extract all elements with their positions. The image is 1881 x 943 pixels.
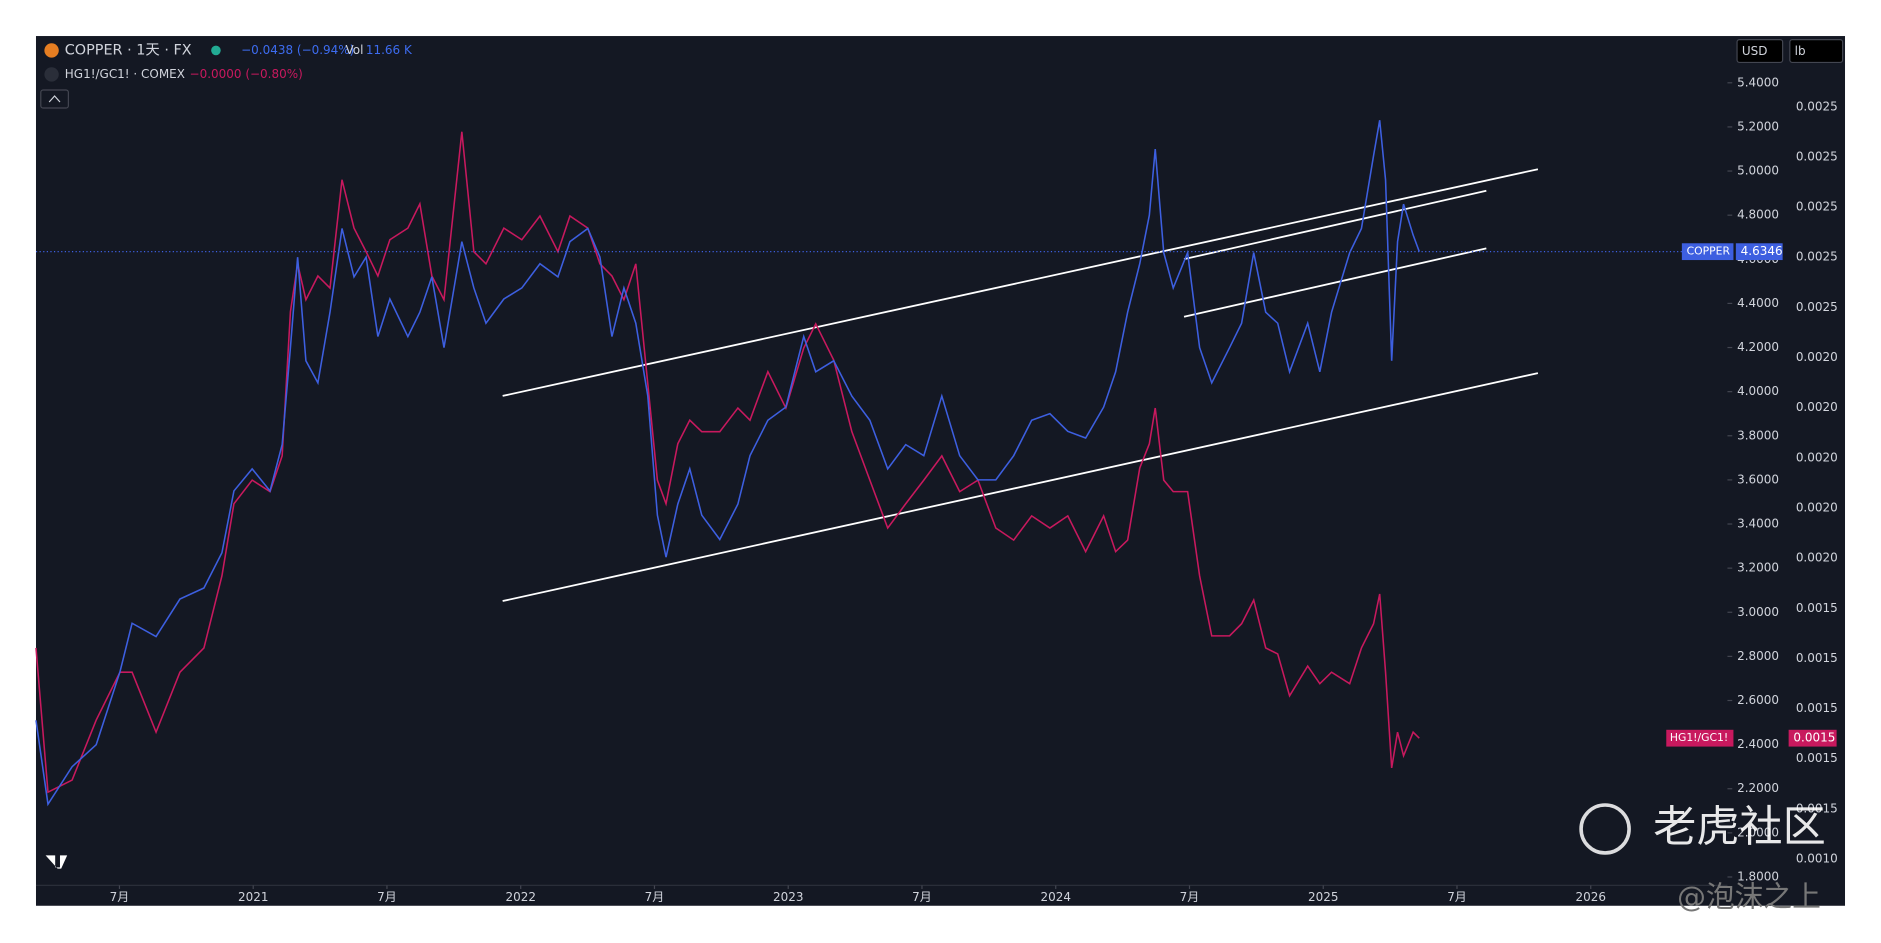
currency: USD	[1742, 44, 1768, 58]
y2-tick-label: 0.0025	[1796, 149, 1838, 163]
last-label2-bg	[1666, 729, 1734, 747]
series-line	[35, 120, 1420, 807]
y-tick-label: 2.2000	[1737, 781, 1779, 795]
y-tick-label: 2.4000	[1737, 737, 1779, 751]
last-price-bg	[1735, 243, 1783, 261]
last-label2: HG1!/GC1!	[1670, 731, 1728, 744]
symbol2-icon	[44, 67, 59, 82]
x-tick-label: 2022	[505, 890, 536, 904]
y2-tick-label: 0.0025	[1796, 250, 1838, 264]
y-tick-label: 4.8000	[1737, 208, 1779, 222]
y2-tick-label: 0.0020	[1796, 500, 1838, 514]
trend-line	[1183, 247, 1487, 318]
y2-tick-label: 0.0010	[1796, 851, 1838, 865]
y2-tick-label: 0.0015	[1796, 651, 1838, 665]
x-tick-label: 7月	[1447, 890, 1467, 904]
y-tick-label: 5.0000	[1737, 164, 1779, 178]
chart-bg	[35, 36, 1846, 906]
vol-label: Vol	[345, 43, 363, 57]
y2-tick-label: 0.0015	[1796, 701, 1838, 715]
tv-logo	[45, 855, 68, 869]
y-tick-label: 3.2000	[1737, 561, 1779, 575]
change: −0.0438 (−0.94%)	[241, 43, 354, 57]
x-tick-label: 7月	[645, 890, 665, 904]
y-tick-label: 4.0000	[1737, 384, 1779, 398]
y-tick-label: 4.2000	[1737, 340, 1779, 354]
author: @泡沫之上	[1677, 880, 1821, 914]
collapse-button[interactable]	[40, 89, 69, 109]
x-tick-label: 7月	[110, 890, 130, 904]
last-label-bg	[1681, 243, 1734, 261]
y-tick-label: 3.6000	[1737, 472, 1779, 486]
currency-button[interactable]	[1736, 39, 1784, 64]
y2-tick-label: 0.0020	[1796, 400, 1838, 414]
y-tick-label: 2.8000	[1737, 649, 1779, 663]
series-line	[35, 131, 1420, 794]
x-tick-label: 2026	[1576, 890, 1607, 904]
y-tick-label: 3.8000	[1737, 428, 1779, 442]
y2-tick-label: 0.0015	[1796, 751, 1838, 765]
x-tick-label: 2023	[773, 890, 804, 904]
y-tick-label: 2.0000	[1737, 825, 1779, 839]
last-price: 4.6346	[1741, 244, 1783, 258]
x-tick-label: 2024	[1040, 890, 1071, 904]
y2-tick-label: 0.0025	[1796, 300, 1838, 314]
y-tick-label: 5.4000	[1737, 75, 1779, 89]
y-tick-label: 3.0000	[1737, 605, 1779, 619]
last-price2: 0.0015	[1793, 731, 1835, 745]
symbol2: HG1!/GC1! · COMEX	[65, 67, 185, 81]
y2-tick-label: 0.0015	[1796, 601, 1838, 615]
symbol: COPPER · 1天 · FX	[65, 42, 192, 58]
watermark: 老虎社区	[1653, 803, 1826, 853]
x-tick-label: 7月	[377, 890, 397, 904]
watermark-logo	[1579, 803, 1631, 855]
y-tick-label: 1.8000	[1737, 869, 1779, 883]
symbol-icon	[44, 43, 59, 58]
y2-tick-label: 0.0020	[1796, 450, 1838, 464]
unit: lb	[1795, 44, 1806, 58]
y-tick-label: 5.2000	[1737, 119, 1779, 133]
y-tick-label: 2.6000	[1737, 693, 1779, 707]
last-label: COPPER	[1687, 245, 1731, 258]
y2-tick-label: 0.0015	[1796, 801, 1838, 815]
change2: −0.0000 (−0.80%)	[190, 67, 303, 81]
y2-tick-label: 0.0025	[1796, 99, 1838, 113]
trend-line	[502, 372, 1539, 602]
y2-tick-label: 0.0020	[1796, 551, 1838, 565]
x-tick-label: 2025	[1308, 890, 1339, 904]
status-dot	[211, 45, 221, 56]
trend-line	[1183, 189, 1487, 261]
last-price2-bg	[1788, 729, 1837, 747]
vol: 11.66 K	[366, 43, 413, 57]
x-tick-label: 7月	[1180, 890, 1200, 904]
y-tick-label: 4.4000	[1737, 296, 1779, 310]
x-tick-label: 7月	[912, 890, 932, 904]
y2-tick-label: 0.0025	[1796, 200, 1838, 214]
x-tick-label: 2021	[238, 890, 269, 904]
collapse-icon	[48, 95, 61, 103]
y2-tick-label: 0.0020	[1796, 350, 1838, 364]
unit-button[interactable]	[1789, 39, 1844, 64]
y-tick-label: 3.4000	[1737, 517, 1779, 531]
